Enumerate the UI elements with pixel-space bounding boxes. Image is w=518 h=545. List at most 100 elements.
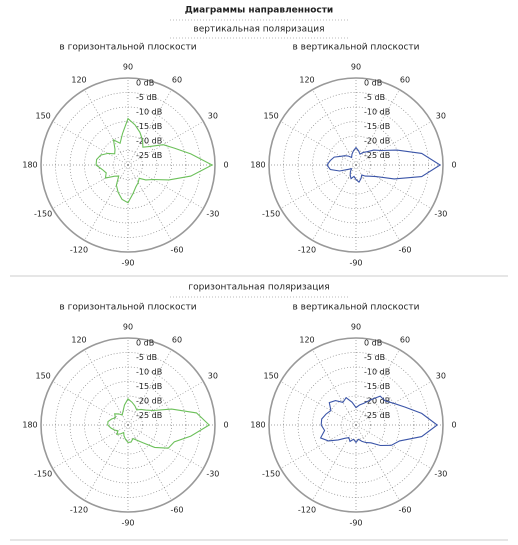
radial-tick-label: -10 dB [136, 108, 162, 117]
spoke [52, 121, 129, 166]
angle-tick-label: 60 [400, 336, 410, 345]
angle-tick-label: 90 [351, 63, 361, 72]
angle-tick-label: -30 [434, 470, 447, 479]
radial-tick-label: -15 dB [136, 382, 162, 391]
angle-tick-label: -30 [434, 210, 447, 219]
spoke [127, 381, 204, 426]
angle-tick-label: -90 [349, 259, 362, 268]
angle-tick-label: -90 [121, 259, 134, 268]
spoke [280, 424, 357, 469]
radial-tick-label: -5 dB [136, 93, 157, 102]
chart-title: в вертикальной плоскости [293, 303, 420, 313]
angle-tick-label: -120 [70, 505, 88, 514]
spoke [280, 381, 357, 426]
radial-tick-label: 0 dB [364, 79, 382, 88]
angle-tick-label: 120 [71, 76, 86, 85]
angle-tick-label: -120 [298, 505, 316, 514]
angle-tick-label: 150 [263, 112, 278, 121]
spoke [127, 424, 204, 469]
angle-tick-label: -120 [298, 245, 316, 254]
ring [268, 77, 444, 253]
ring [283, 352, 429, 498]
angle-tick-label: 60 [172, 336, 182, 345]
spoke [355, 349, 400, 426]
section-title: вертикальная поляризация [193, 25, 324, 35]
angle-tick-label: -150 [34, 210, 52, 219]
ring [113, 150, 143, 180]
angle-tick-label: -60 [398, 245, 411, 254]
spoke [84, 349, 129, 426]
angle-tick-label: -150 [262, 470, 280, 479]
pattern-curve [319, 395, 439, 447]
chart-title: в вертикальной плоскости [293, 43, 420, 53]
angle-tick-label: 0 [223, 421, 228, 430]
ring [69, 106, 187, 224]
radial-tick-label: -20 dB [364, 397, 390, 406]
angle-tick-label: -90 [349, 519, 362, 528]
pattern-curve [326, 146, 442, 183]
angle-tick-label: 60 [172, 76, 182, 85]
angle-tick-label: -90 [121, 519, 134, 528]
spoke [84, 164, 129, 241]
angle-tick-label: 30 [436, 372, 446, 381]
angle-tick-label: -60 [170, 245, 183, 254]
spoke [280, 121, 357, 166]
radial-tick-label: 0 dB [136, 339, 154, 348]
spoke [355, 89, 400, 166]
radial-tick-label: -10 dB [364, 368, 390, 377]
spoke [355, 164, 432, 209]
radial-tick-label: -15 dB [364, 122, 390, 131]
radial-tick-label: -20 dB [364, 137, 390, 146]
ring [341, 150, 371, 180]
spoke [355, 121, 432, 166]
ring [312, 381, 400, 469]
angle-tick-label: 150 [263, 372, 278, 381]
spoke [84, 424, 129, 501]
angle-tick-label: 120 [71, 336, 86, 345]
ring [84, 381, 172, 469]
spoke [312, 164, 357, 241]
spoke [52, 424, 129, 469]
radial-tick-label: -10 dB [364, 108, 390, 117]
chart-title: в горизонтальной плоскости [59, 43, 196, 53]
radial-tick-label: -20 dB [136, 397, 162, 406]
spoke [355, 381, 432, 426]
radial-tick-label: -5 dB [364, 93, 385, 102]
ring [40, 337, 216, 513]
ring [55, 352, 201, 498]
ring [98, 135, 158, 195]
ring [297, 366, 415, 484]
ring [341, 410, 371, 440]
angle-tick-label: 150 [35, 112, 50, 121]
ring [55, 92, 201, 238]
radial-tick-label: -15 dB [364, 382, 390, 391]
angle-tick-label: 180 [250, 161, 265, 170]
angle-tick-label: 180 [22, 421, 37, 430]
angle-tick-label: -150 [262, 210, 280, 219]
angle-tick-label: 90 [123, 323, 133, 332]
spoke [52, 381, 129, 426]
radial-tick-label: -20 dB [136, 137, 162, 146]
radial-tick-label: -15 dB [136, 122, 162, 131]
angle-tick-label: -30 [206, 210, 219, 219]
page-title: Диаграммы направленности [185, 6, 334, 16]
angle-tick-label: 180 [22, 161, 37, 170]
spoke [127, 121, 204, 166]
section-title: горизонтальная поляризация [188, 283, 329, 293]
spoke [355, 424, 432, 469]
ring [326, 395, 386, 455]
angle-tick-label: -60 [398, 505, 411, 514]
angle-tick-label: 120 [299, 336, 314, 345]
radial-tick-label: 0 dB [364, 339, 382, 348]
angle-tick-label: -120 [70, 245, 88, 254]
pattern-curve [107, 398, 211, 449]
spoke [127, 89, 172, 166]
angle-tick-label: 90 [351, 323, 361, 332]
spoke [312, 89, 357, 166]
ring [84, 121, 172, 209]
ring [98, 395, 158, 455]
ring [283, 92, 429, 238]
angle-tick-label: 30 [208, 112, 218, 121]
angle-tick-label: 0 [223, 161, 228, 170]
